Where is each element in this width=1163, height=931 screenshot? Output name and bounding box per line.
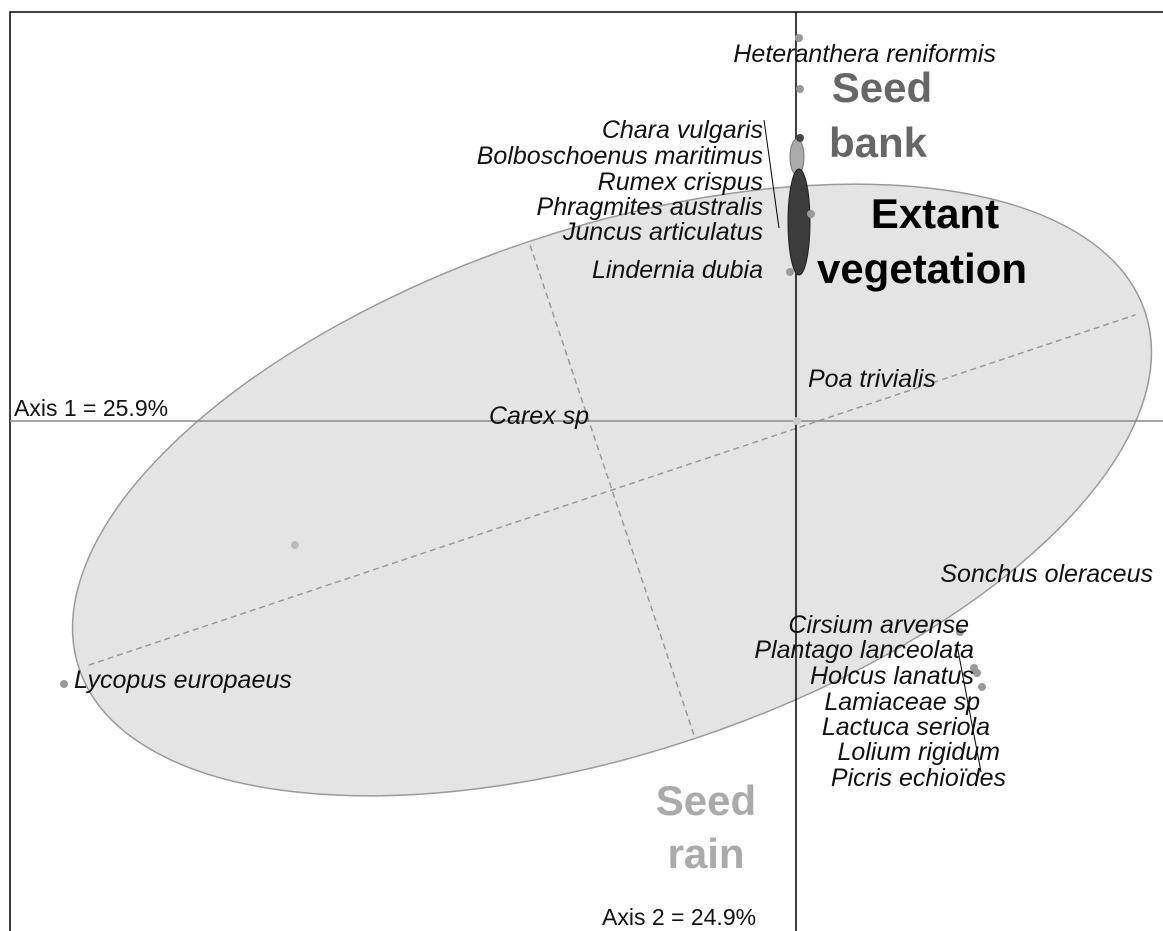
species-label: Bolboschoenus maritimus xyxy=(477,142,763,170)
leader-line xyxy=(763,119,780,229)
point xyxy=(956,628,964,636)
species-label: Lactuca seriola xyxy=(822,713,990,741)
extant-vegetation-ellipse xyxy=(787,168,811,276)
group-label: vegetation xyxy=(817,245,1027,292)
ellipse-axis xyxy=(529,245,695,735)
species-label: Heteranthera reniformis xyxy=(733,40,996,68)
species-label: Poa trivialis xyxy=(808,365,936,393)
species-label: Carex sp xyxy=(489,402,589,430)
species-label: Cirsium arvense xyxy=(788,611,969,639)
points xyxy=(60,34,986,691)
leader-line xyxy=(956,644,982,773)
species-label: Phragmites australis xyxy=(537,193,763,221)
species-label: Sonchus oleraceus xyxy=(940,560,1153,588)
seed-rain-ellipse xyxy=(71,183,1153,797)
point xyxy=(793,417,801,425)
species-label: Lycopus europaeus xyxy=(74,666,292,694)
species-label: Rumex crispus xyxy=(598,168,763,196)
axis-1-label: Axis 1 = 25.9% xyxy=(14,395,168,421)
axis-2-label: Axis 2 = 24.9% xyxy=(602,904,756,930)
species-label: Holcus lanatus xyxy=(810,662,974,690)
species-label: Picris echioïdes xyxy=(831,764,1006,792)
point xyxy=(291,541,299,549)
point xyxy=(796,85,804,93)
point xyxy=(60,680,68,688)
species-label: Lindernia dubia xyxy=(592,256,763,284)
species-label: Lamiaceae sp xyxy=(824,688,980,716)
group-label: Seed xyxy=(832,64,932,111)
species-label: Juncus articulatus xyxy=(562,218,763,246)
point xyxy=(786,268,794,276)
group-label: rain xyxy=(667,830,744,877)
point xyxy=(978,683,986,691)
species-label: Chara vulgaris xyxy=(602,116,763,144)
point xyxy=(973,669,981,677)
group-label: Seed xyxy=(656,777,756,824)
species-label: Lolium rigidum xyxy=(837,738,1000,766)
point xyxy=(795,34,803,42)
group-label: bank xyxy=(829,119,928,166)
point xyxy=(796,134,804,142)
frame xyxy=(9,11,1163,931)
point xyxy=(807,210,815,218)
species-label: Plantago lanceolata xyxy=(754,636,974,664)
ellipse-axis xyxy=(88,314,1136,666)
group-label: Extant xyxy=(871,190,999,237)
